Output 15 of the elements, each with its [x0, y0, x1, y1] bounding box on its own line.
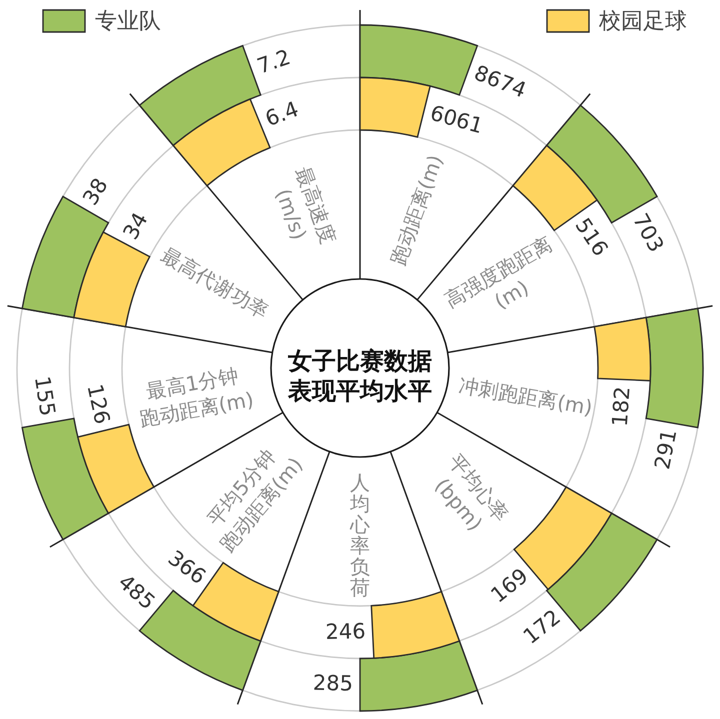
data-label: 126	[82, 382, 114, 426]
data-label: 155	[30, 374, 60, 418]
data-label: 285	[312, 670, 354, 696]
legend-label: 专业队	[95, 9, 161, 34]
data-label: 182	[608, 386, 635, 428]
data-label: 6.4	[262, 96, 302, 132]
legend-label: 校园足球	[598, 9, 687, 34]
data-label: 7.2	[254, 44, 294, 78]
data-label: 291	[650, 427, 682, 472]
data-label: 6061	[428, 100, 486, 138]
data-label: 38	[78, 174, 113, 210]
data-label: 172	[518, 604, 566, 649]
data-label: 8674	[470, 60, 530, 102]
data-label: 246	[325, 619, 366, 644]
data-label: 703	[628, 209, 668, 256]
